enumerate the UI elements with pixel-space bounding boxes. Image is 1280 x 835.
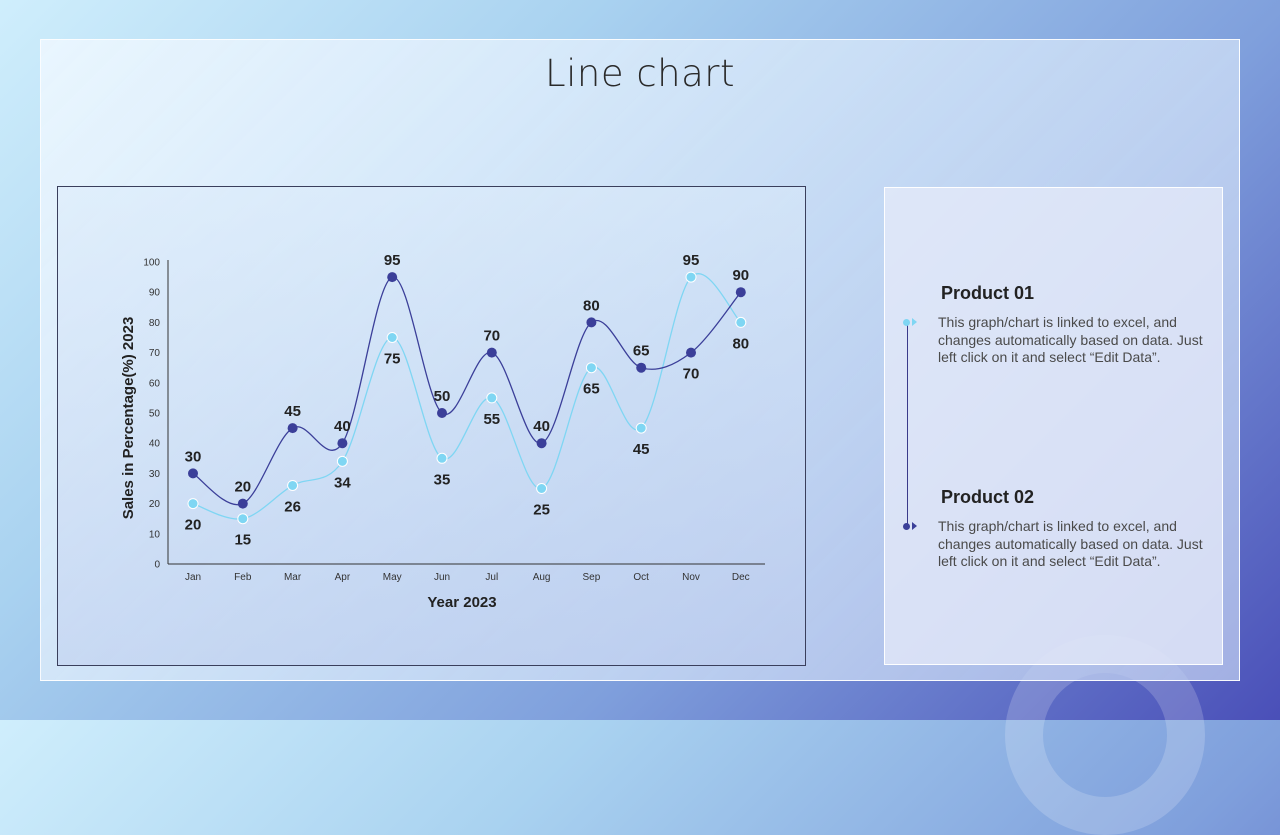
- data-point-series-1: [635, 422, 647, 434]
- product-02-description: This graph/chart is linked to excel, and…: [938, 518, 1203, 569]
- y-tick-label: 20: [149, 499, 161, 510]
- y-tick-label: 90: [149, 288, 161, 299]
- data-point-series-2: [686, 347, 696, 358]
- x-tick-label: Dec: [732, 572, 750, 583]
- data-label-series-2: 30: [185, 448, 202, 465]
- data-point-series-1: [287, 479, 299, 491]
- product-01-marker-icon: [903, 318, 917, 328]
- x-tick-label: Aug: [533, 572, 551, 583]
- data-point-series-2: [188, 468, 198, 479]
- data-point-series-2: [586, 317, 597, 328]
- page-title: Line chart: [544, 52, 736, 95]
- data-label-series-1: 55: [483, 411, 500, 428]
- data-label-series-2: 20: [234, 479, 251, 496]
- data-point-series-2: [536, 438, 547, 449]
- data-label-series-1: 65: [583, 381, 600, 398]
- x-tick-label: Jul: [485, 572, 498, 583]
- x-tick-label: Jun: [434, 572, 450, 583]
- x-tick-label: Nov: [682, 572, 700, 583]
- data-point-series-1: [237, 513, 249, 525]
- data-point-series-2: [437, 408, 447, 418]
- x-tick-label: Jan: [185, 572, 201, 583]
- data-label-series-2: 45: [284, 403, 301, 420]
- data-point-series-1: [336, 455, 348, 467]
- y-tick-label: 60: [149, 378, 161, 389]
- data-label-series-1: 75: [384, 351, 401, 368]
- y-tick-label: 70: [149, 348, 161, 359]
- series-line-2: [192, 276, 742, 506]
- data-point-series-1: [735, 316, 747, 328]
- y-tick-label: 80: [149, 318, 161, 329]
- data-point-series-1: [536, 483, 548, 494]
- data-point-series-1: [187, 498, 199, 510]
- y-tick-label: 50: [149, 409, 161, 420]
- data-label-series-2: 90: [732, 267, 749, 284]
- data-point-series-2: [237, 498, 248, 509]
- data-point-series-1: [585, 362, 597, 374]
- y-tick-label: 0: [154, 560, 160, 571]
- y-axis-title: Sales in Percentage(%) 2023: [120, 317, 137, 520]
- x-tick-label: Sep: [583, 572, 601, 583]
- data-point-series-2: [636, 362, 647, 373]
- data-label-series-2: 70: [683, 366, 700, 383]
- y-tick-label: 100: [143, 258, 160, 269]
- legend-panel: [884, 187, 1223, 665]
- data-label-series-1: 15: [234, 532, 251, 549]
- data-point-series-2: [287, 423, 298, 434]
- product-02-title: Product 02: [941, 487, 1035, 507]
- data-point-series-2: [486, 347, 497, 358]
- data-label-series-1: 80: [732, 335, 749, 352]
- data-label-series-2: 80: [583, 297, 600, 314]
- y-tick-label: 30: [149, 469, 161, 480]
- x-tick-label: Mar: [284, 572, 302, 583]
- y-tick-label: 10: [149, 529, 161, 540]
- legend-connector-line: [907, 322, 908, 526]
- data-point-series-1: [386, 332, 398, 343]
- x-axis-title: Year 2023: [427, 594, 496, 611]
- x-tick-label: May: [383, 572, 402, 583]
- data-label-series-1: 45: [633, 441, 650, 458]
- data-point-series-1: [685, 271, 697, 283]
- data-point-series-2: [337, 438, 348, 449]
- data-label-series-1: 95: [683, 252, 700, 269]
- data-label-series-2: 50: [434, 388, 451, 405]
- data-label-series-2: 70: [483, 328, 500, 345]
- data-label-series-2: 95: [384, 252, 401, 269]
- x-tick-label: Apr: [335, 572, 351, 583]
- data-label-series-1: 20: [185, 517, 202, 534]
- data-point-series-1: [486, 392, 498, 404]
- data-label-series-2: 40: [533, 418, 550, 435]
- data-label-series-1: 34: [334, 474, 351, 491]
- data-label-series-2: 65: [633, 343, 650, 360]
- data-point-series-2: [387, 272, 398, 283]
- x-tick-label: Feb: [234, 572, 252, 583]
- data-label-series-1: 25: [533, 502, 550, 519]
- data-point-series-2: [735, 287, 746, 298]
- series-line-1: [192, 273, 742, 520]
- product-01-description: This graph/chart is linked to excel, and…: [938, 314, 1203, 365]
- product-01-title: Product 01: [941, 283, 1035, 303]
- data-point-series-1: [436, 452, 448, 464]
- x-tick-label: Oct: [633, 572, 649, 583]
- chart-container: 0 10 20 30 40 50 60 70 80 90 100 Jan Feb Mar Apr May Jun…: [57, 186, 806, 666]
- data-label-series-1: 26: [284, 498, 301, 515]
- product-02-marker-icon: [903, 522, 917, 532]
- y-tick-label: 40: [149, 439, 161, 450]
- data-label-series-1: 35: [434, 471, 451, 488]
- line-chart: 0 10 20 30 40 50 60 70 80 90 100 Jan Feb Mar Apr May Jun…: [120, 252, 765, 611]
- data-label-series-2: 40: [334, 418, 351, 435]
